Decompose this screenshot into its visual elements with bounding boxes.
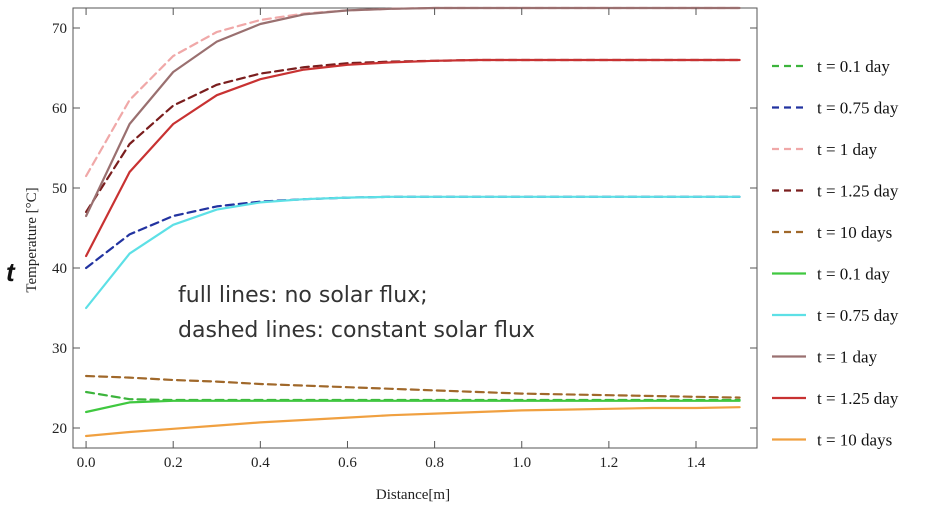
- annotation-line-2: dashed lines: constant solar flux: [178, 318, 535, 343]
- legend-label-1: t = 0.1 day: [817, 57, 890, 76]
- series-line-1: [84, 390, 741, 402]
- y-tick-label: 60: [52, 101, 67, 117]
- series-line-5: [84, 374, 741, 399]
- series-line-9: [84, 58, 741, 258]
- legend-label-5: t = 10 days: [817, 223, 892, 242]
- y-tick-label: 20: [52, 421, 67, 437]
- series-line-8: [84, 6, 741, 218]
- legend-label-9: t = 1.25 day: [817, 389, 899, 408]
- x-tick-label: 0.0: [77, 455, 96, 471]
- legend-label-6: t = 0.1 day: [817, 265, 890, 284]
- legend-label-8: t = 1 day: [817, 348, 878, 367]
- series-line-6: [84, 399, 741, 414]
- series-line-3: [84, 6, 741, 178]
- plot-frame: [72, 7, 758, 449]
- x-tick-label: 0.6: [338, 455, 357, 471]
- y-axis-title: Temperature [°C]: [24, 187, 40, 292]
- y-tick-label: 50: [52, 181, 67, 197]
- y-tick-label: 40: [52, 261, 67, 277]
- legend-label-10: t = 10 days: [817, 431, 892, 450]
- legend: t = 0.1 day t = 0.75 day t = 1 day t = 1.25…: [772, 57, 899, 450]
- y-tick-label: 70: [52, 21, 67, 37]
- x-tick-label: 0.4: [251, 455, 270, 471]
- annotation-line-1: full lines: no solar flux;: [178, 283, 428, 308]
- x-tick-label: 0.2: [164, 455, 183, 471]
- legend-label-3: t = 1 day: [817, 140, 878, 159]
- legend-label-2: t = 0.75 day: [817, 99, 899, 118]
- legend-label-7: t = 0.75 day: [817, 306, 899, 325]
- legend-label-4: t = 1.25 day: [817, 182, 899, 201]
- x-tick-label: 0.8: [425, 455, 444, 471]
- stray-t-label: t: [6, 257, 16, 287]
- x-axis-title: Distance[m]: [376, 487, 450, 503]
- series-line-4: [84, 58, 741, 214]
- series-line-2: [84, 195, 741, 270]
- y-tick-label: 30: [52, 341, 67, 357]
- series-line-7: [84, 195, 741, 310]
- x-tick-label: 1.4: [687, 455, 706, 471]
- x-tick-label: 1.2: [599, 455, 618, 471]
- x-tick-label: 1.0: [512, 455, 531, 471]
- series-line-10: [84, 406, 741, 438]
